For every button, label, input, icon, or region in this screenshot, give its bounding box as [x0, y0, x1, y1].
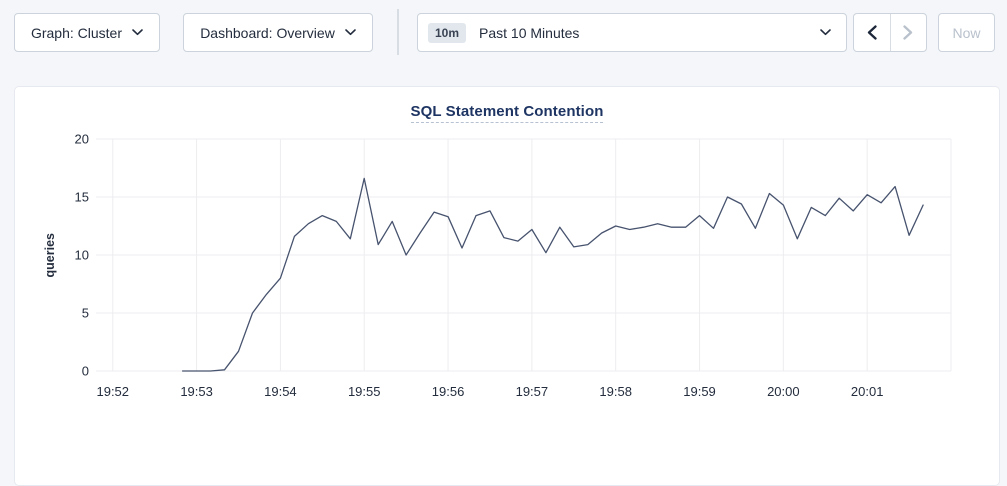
x-tick-label: 19:57: [516, 384, 549, 399]
time-range-label: Past 10 Minutes: [479, 24, 580, 41]
x-tick-label: 20:01: [851, 384, 884, 399]
y-tick-label: 15: [75, 190, 89, 205]
now-button-label: Now: [952, 24, 981, 41]
y-tick-label: 20: [75, 132, 89, 147]
y-tick-label: 5: [82, 306, 89, 321]
dashboard-dropdown-label: Dashboard: Overview: [200, 24, 335, 41]
toolbar-divider: [397, 9, 399, 55]
x-tick-label: 19:59: [683, 384, 716, 399]
x-tick-label: 19:54: [264, 384, 297, 399]
chevron-down-icon: [132, 29, 143, 36]
series-line: [181, 177, 924, 372]
time-step-button-group: [853, 13, 927, 52]
x-tick-label: 19:53: [180, 384, 213, 399]
chevron-right-icon: [903, 25, 913, 40]
chevron-left-icon: [867, 25, 877, 40]
graph-dropdown-label: Graph: Cluster: [30, 24, 123, 41]
line-chart: 0 5 10 15 20 19:52 19:53 19:54 19:55 19:56 19:57 19…: [75, 132, 952, 399]
x-tick-label: 19:58: [599, 384, 632, 399]
y-tick-label: 0: [82, 364, 89, 379]
prev-time-button[interactable]: [854, 14, 890, 51]
chart-card: SQL Statement Contention queries 0 5 10 15 2…: [14, 86, 1000, 486]
chart-title[interactable]: SQL Statement Contention: [410, 103, 604, 123]
dashboard-dropdown[interactable]: Dashboard: Overview: [183, 13, 373, 52]
time-range-badge: 10m: [428, 22, 467, 43]
x-tick-label: 20:00: [767, 384, 800, 399]
x-tick-label: 19:52: [96, 384, 129, 399]
x-tick-label: 19:56: [432, 384, 465, 399]
next-time-button[interactable]: [889, 14, 927, 51]
x-tick-label: 19:55: [348, 384, 381, 399]
graph-dropdown[interactable]: Graph: Cluster: [14, 13, 160, 52]
now-button[interactable]: Now: [938, 13, 995, 52]
y-tick-label: 10: [75, 248, 89, 263]
chevron-down-icon: [345, 29, 356, 36]
time-range-dropdown[interactable]: 10m Past 10 Minutes: [417, 13, 847, 52]
chart-title-row: SQL Statement Contention: [15, 103, 999, 131]
chevron-down-icon: [820, 29, 831, 36]
